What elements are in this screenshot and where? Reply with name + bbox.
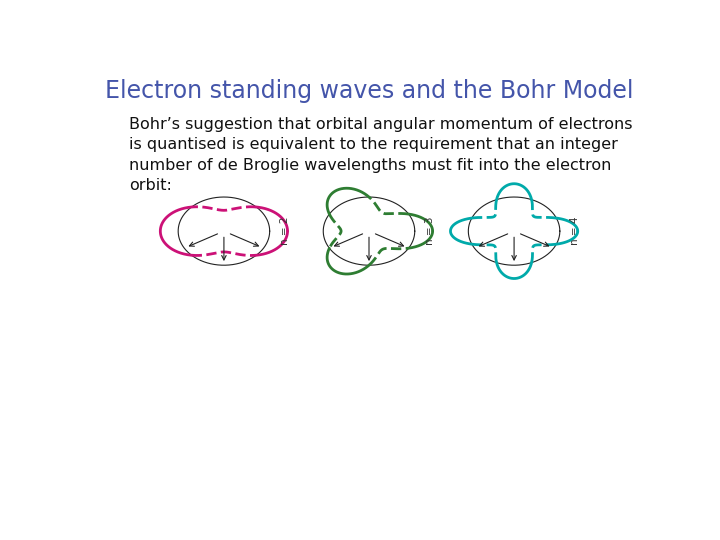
Text: n = 4: n = 4 [570,217,580,245]
Text: Bohr’s suggestion that orbital angular momentum of electrons
is quantised is equ: Bohr’s suggestion that orbital angular m… [129,117,633,193]
Text: Electron standing waves and the Bohr Model: Electron standing waves and the Bohr Mod… [104,79,634,103]
Text: n = 3: n = 3 [425,217,435,245]
Text: n = 2: n = 2 [280,217,289,245]
